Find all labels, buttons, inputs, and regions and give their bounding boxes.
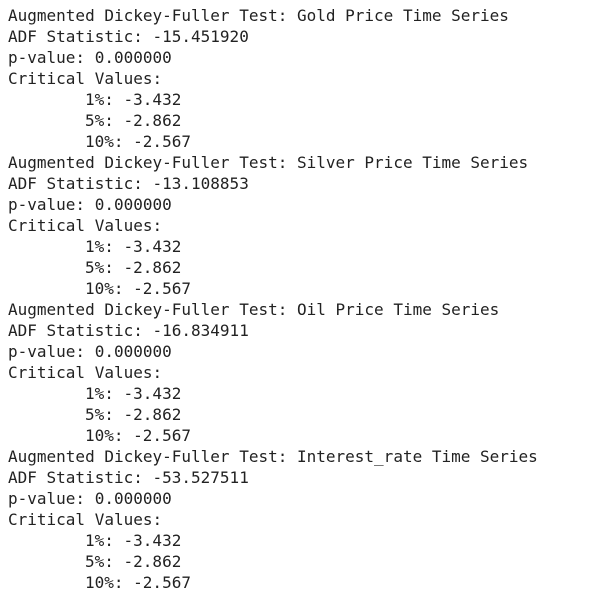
critical-value: 10%: -2.567: [85, 573, 191, 592]
critical-value: 1%: -3.432: [85, 531, 182, 550]
test-heading: Augmented Dickey-Fuller Test: Silver Pri…: [8, 153, 529, 172]
test-heading: Augmented Dickey-Fuller Test: Oil Price …: [8, 300, 500, 319]
critical-value: 5%: -2.862: [85, 258, 182, 277]
result-line: ADF Statistic: -13.108853: [8, 174, 249, 193]
result-line: p-value: 0.000000: [8, 48, 172, 67]
critical-value: 10%: -2.567: [85, 132, 191, 151]
critical-value: 1%: -3.432: [85, 237, 182, 256]
result-line: Critical Values:: [8, 216, 163, 235]
result-line: ADF Statistic: -16.834911: [8, 321, 249, 340]
result-line: Critical Values:: [8, 363, 163, 382]
result-line: ADF Statistic: -15.451920: [8, 27, 249, 46]
critical-value: 10%: -2.567: [85, 426, 191, 445]
test-heading: Augmented Dickey-Fuller Test: Interest_r…: [8, 447, 538, 466]
result-line: ADF Statistic: -53.527511: [8, 468, 249, 487]
result-line: Critical Values:: [8, 69, 163, 88]
critical-value: 5%: -2.862: [85, 111, 182, 130]
result-line: Critical Values:: [8, 510, 163, 529]
result-line: p-value: 0.000000: [8, 489, 172, 508]
test-heading: Augmented Dickey-Fuller Test: Gold Price…: [8, 6, 509, 25]
critical-value: 1%: -3.432: [85, 384, 182, 403]
critical-value: 5%: -2.862: [85, 552, 182, 571]
critical-value: 1%: -3.432: [85, 90, 182, 109]
critical-value: 10%: -2.567: [85, 279, 191, 298]
result-line: p-value: 0.000000: [8, 195, 172, 214]
critical-value: 5%: -2.862: [85, 405, 182, 424]
result-line: p-value: 0.000000: [8, 342, 172, 361]
